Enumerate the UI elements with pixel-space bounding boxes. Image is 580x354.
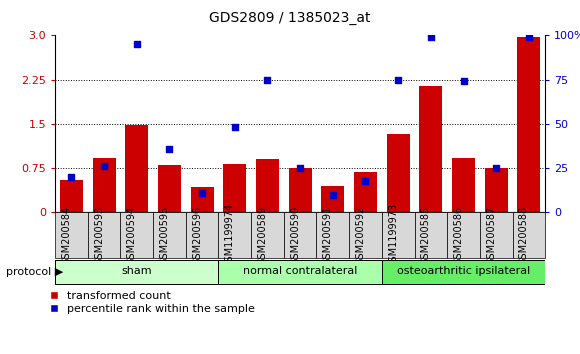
FancyBboxPatch shape <box>55 260 219 284</box>
Text: GSM1199973: GSM1199973 <box>388 203 398 268</box>
FancyBboxPatch shape <box>415 212 447 258</box>
FancyBboxPatch shape <box>121 212 153 258</box>
Point <box>263 77 272 82</box>
Text: GSM200592: GSM200592 <box>356 206 365 265</box>
Point <box>524 34 534 40</box>
Point <box>426 34 436 40</box>
FancyBboxPatch shape <box>219 212 251 258</box>
Text: GDS2809 / 1385023_at: GDS2809 / 1385023_at <box>209 11 371 25</box>
Text: GSM200595: GSM200595 <box>160 206 169 265</box>
FancyBboxPatch shape <box>382 260 545 284</box>
Text: protocol ▶: protocol ▶ <box>6 267 63 276</box>
Bar <box>387 134 409 212</box>
Point <box>67 174 76 180</box>
Bar <box>517 37 541 212</box>
FancyBboxPatch shape <box>447 212 480 258</box>
Bar <box>93 158 115 212</box>
Bar <box>256 159 279 212</box>
Point <box>99 164 108 169</box>
Bar <box>452 158 475 212</box>
Text: GSM200594: GSM200594 <box>127 206 137 265</box>
FancyBboxPatch shape <box>317 212 349 258</box>
Legend: transformed count, percentile rank within the sample: transformed count, percentile rank withi… <box>49 291 255 314</box>
Text: GSM200585: GSM200585 <box>421 206 431 265</box>
Text: GSM200587: GSM200587 <box>486 206 496 265</box>
Point <box>197 190 206 196</box>
Text: GSM200589: GSM200589 <box>258 206 267 265</box>
FancyBboxPatch shape <box>480 212 513 258</box>
Bar <box>125 125 148 212</box>
FancyBboxPatch shape <box>349 212 382 258</box>
Text: GSM200593: GSM200593 <box>94 206 104 265</box>
Bar <box>289 167 311 212</box>
Point <box>491 165 501 171</box>
Point <box>361 178 370 183</box>
FancyBboxPatch shape <box>382 212 415 258</box>
Point <box>132 41 142 47</box>
Point <box>393 77 403 82</box>
Text: normal contralateral: normal contralateral <box>243 266 357 276</box>
Point <box>328 192 338 198</box>
Point <box>295 165 305 171</box>
Point <box>459 79 468 84</box>
Bar <box>60 180 83 212</box>
Bar <box>223 164 246 212</box>
Point <box>165 146 174 152</box>
Bar <box>321 187 345 212</box>
Text: GSM200590: GSM200590 <box>290 206 300 265</box>
FancyBboxPatch shape <box>284 212 317 258</box>
Bar <box>419 86 443 212</box>
Bar <box>485 168 508 212</box>
Text: GSM200586: GSM200586 <box>454 206 463 265</box>
FancyBboxPatch shape <box>88 212 121 258</box>
FancyBboxPatch shape <box>153 212 186 258</box>
Text: osteoarthritic ipsilateral: osteoarthritic ipsilateral <box>397 266 530 276</box>
FancyBboxPatch shape <box>513 212 545 258</box>
Point <box>230 125 240 130</box>
FancyBboxPatch shape <box>186 212 219 258</box>
FancyBboxPatch shape <box>219 260 382 284</box>
Bar <box>191 187 213 212</box>
Bar <box>158 165 181 212</box>
Text: GSM1199974: GSM1199974 <box>225 203 235 268</box>
FancyBboxPatch shape <box>55 212 88 258</box>
Text: GSM200591: GSM200591 <box>323 206 333 265</box>
Text: GSM200584: GSM200584 <box>61 206 71 265</box>
Text: sham: sham <box>121 266 152 276</box>
Text: GSM200588: GSM200588 <box>519 206 529 265</box>
Bar <box>354 172 377 212</box>
Text: GSM200596: GSM200596 <box>192 206 202 265</box>
FancyBboxPatch shape <box>251 212 284 258</box>
